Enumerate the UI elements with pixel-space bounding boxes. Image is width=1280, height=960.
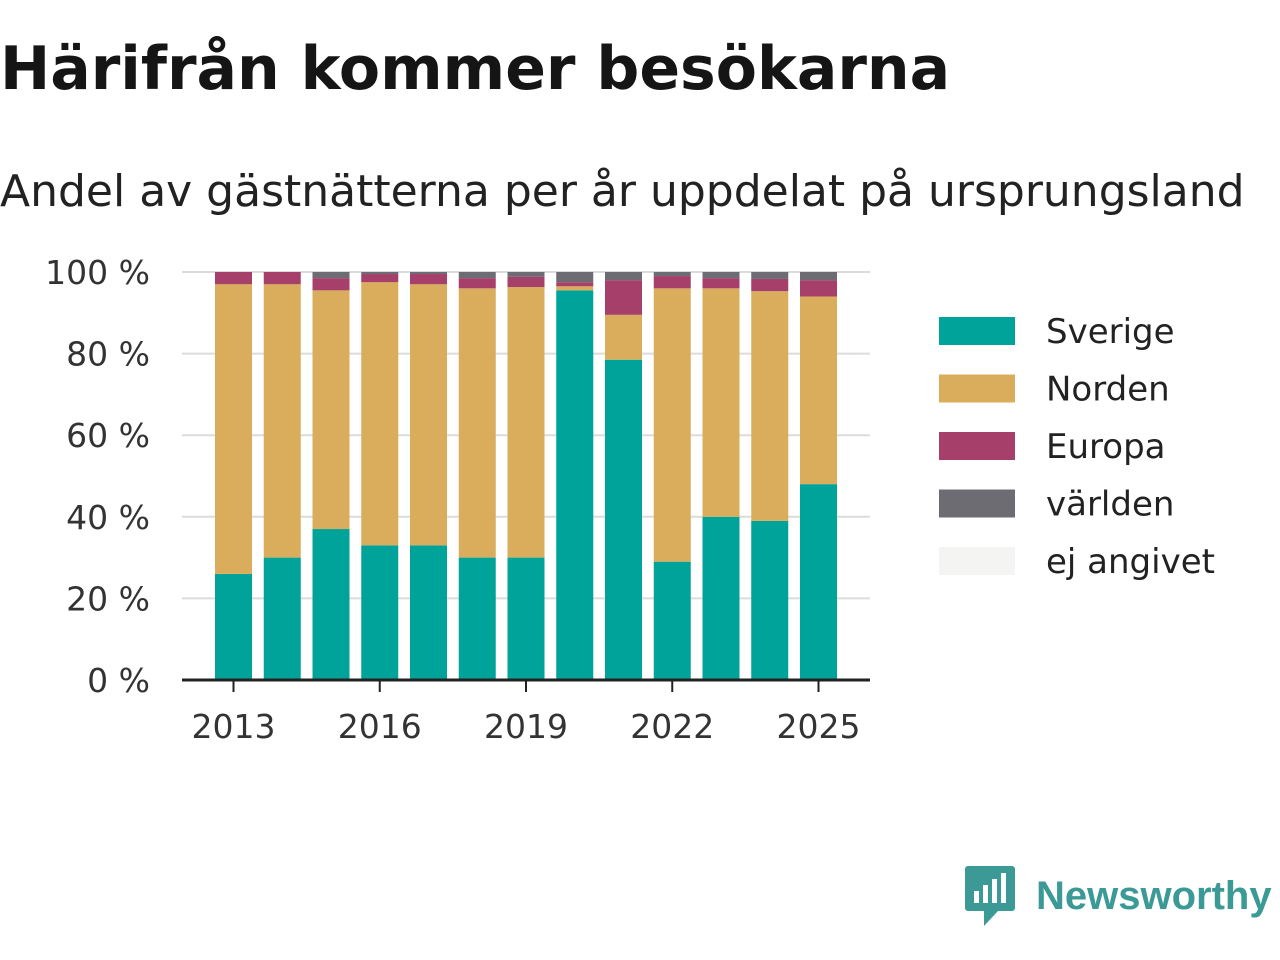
legend-swatch-världen <box>939 489 1015 518</box>
y-tick-label: 0 % <box>87 661 150 700</box>
bar-segment-norden-2024 <box>751 291 789 521</box>
legend-swatch-europa <box>939 432 1015 460</box>
bar-segment-sverige-2018 <box>458 557 496 680</box>
legend-label: ej angivet <box>1046 542 1215 582</box>
bar-segment-sverige-2025 <box>800 484 837 680</box>
brand-name: Newsworthy <box>1036 873 1272 918</box>
bar-segment-europa-2017 <box>410 274 447 285</box>
bar-segment-sverige-2017 <box>410 545 447 680</box>
bar-segment-världen-2016 <box>361 272 399 275</box>
newsworthy-logo-icon <box>965 866 1015 926</box>
bar-segment-sverige-2013 <box>215 573 252 680</box>
bar-segment-världen-2022 <box>653 272 691 277</box>
x-tick-label: 2013 <box>192 707 276 746</box>
bar-segment-norden-2015 <box>312 290 350 530</box>
bar-segment-världen-2017 <box>410 272 447 275</box>
bar-segment-sverige-2021 <box>605 359 642 680</box>
bar-segment-norden-2020 <box>556 286 594 291</box>
legend-swatch-norden <box>939 374 1015 403</box>
legend: Sverige Norden Europa världen ej angivet <box>939 312 1215 582</box>
bar-segment-europa-2014 <box>263 272 301 285</box>
bar-segment-europa-2013 <box>215 272 252 285</box>
bar-segment-världen-2015 <box>312 272 350 279</box>
y-tick-label: 100 % <box>45 253 150 292</box>
bar-segment-världen-2024 <box>751 272 789 279</box>
bar-segment-sverige-2016 <box>361 545 399 680</box>
y-tick-label: 20 % <box>66 579 150 618</box>
x-tick-label: 2025 <box>777 707 861 746</box>
bar-segment-europa-2024 <box>751 278 789 292</box>
bar-segment-norden-2022 <box>653 288 691 562</box>
legend-label: världen <box>1046 485 1174 525</box>
bar-segment-europa-2015 <box>312 278 350 291</box>
bar-segment-europa-2019 <box>507 276 545 288</box>
x-tick-label: 2016 <box>338 707 422 746</box>
bar-segment-världen-2025 <box>800 272 837 281</box>
bar-segment-europa-2021 <box>605 280 642 315</box>
bar-segment-norden-2025 <box>800 296 837 485</box>
bar-segment-europa-2020 <box>556 282 594 287</box>
legend-label: Europa <box>1046 427 1165 467</box>
legend-swatch-sverige <box>939 317 1015 345</box>
bar-segment-norden-2021 <box>605 314 642 360</box>
chart-subtitle: Andel av gästnätterna per år uppdelat på… <box>0 166 1245 217</box>
bar-segment-sverige-2015 <box>312 529 350 680</box>
bar-segment-världen-2023 <box>702 272 740 279</box>
bar-segment-europa-2022 <box>653 276 691 289</box>
bar-segment-världen-2019 <box>507 272 545 277</box>
y-tick-label: 40 % <box>66 498 150 537</box>
bar-segment-norden-2019 <box>507 287 545 558</box>
bar-segment-världen-2020 <box>556 272 594 283</box>
bar-segment-världen-2018 <box>458 272 496 279</box>
y-tick-label: 80 % <box>66 335 150 374</box>
bar-segment-europa-2025 <box>800 280 837 297</box>
x-tick-label: 2022 <box>630 707 714 746</box>
x-tick-label: 2019 <box>484 707 568 746</box>
bar-segment-sverige-2019 <box>507 557 545 680</box>
bar-segment-europa-2018 <box>458 278 496 289</box>
chart-title: Härifrån kommer besökarna <box>0 34 951 104</box>
legend-swatch-ej-angivet <box>939 547 1015 575</box>
bar-segment-norden-2018 <box>458 288 496 558</box>
bar-segment-norden-2016 <box>361 282 399 546</box>
bars <box>215 272 837 680</box>
newsworthy-brand[interactable]: Newsworthy <box>964 864 1272 928</box>
bar-segment-norden-2017 <box>410 284 447 546</box>
bar-segment-världen-2021 <box>605 272 642 281</box>
bar-segment-sverige-2014 <box>263 557 301 680</box>
bar-segment-sverige-2022 <box>653 561 691 680</box>
bar-segment-norden-2013 <box>215 284 252 574</box>
bar-segment-sverige-2024 <box>751 520 789 680</box>
y-tick-label: 60 % <box>66 416 150 455</box>
legend-label: Sverige <box>1046 312 1175 352</box>
bar-segment-norden-2023 <box>702 288 740 517</box>
bar-segment-norden-2014 <box>263 284 301 558</box>
bar-segment-europa-2023 <box>702 278 740 289</box>
legend-label: Norden <box>1046 370 1170 410</box>
bar-segment-sverige-2020 <box>556 290 594 680</box>
axes: 0 % 20 % 40 % 60 % 80 % 100 % 2013 2016 2019 2022… <box>45 253 870 746</box>
bar-segment-sverige-2023 <box>702 516 740 680</box>
bar-segment-europa-2016 <box>361 274 399 283</box>
